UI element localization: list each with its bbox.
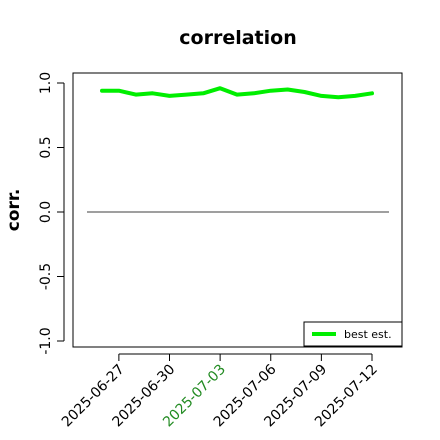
y-tick-label: -1.0 xyxy=(38,327,54,354)
y-tick-label: 1.0 xyxy=(38,72,54,94)
y-axis: -1.0 -0.5 0.0 0.5 1.0 xyxy=(38,72,65,355)
y-axis-label: corr. xyxy=(4,189,24,232)
chart-title: correlation xyxy=(179,27,296,49)
y-tick-label: 0.5 xyxy=(38,136,54,158)
legend: best est. xyxy=(303,321,403,347)
plot-frame xyxy=(72,72,403,348)
series-line-best-est xyxy=(100,86,374,100)
legend-label: best est. xyxy=(344,328,392,341)
y-tick-label: 0.0 xyxy=(38,201,54,223)
y-tick-label: -0.5 xyxy=(38,263,54,290)
plot-area xyxy=(87,86,389,213)
